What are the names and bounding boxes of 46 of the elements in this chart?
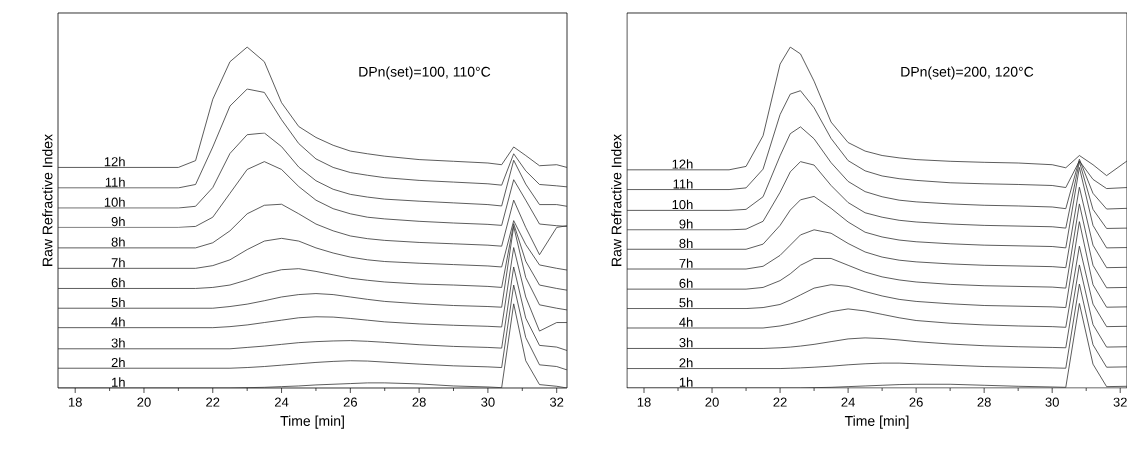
series-label: 8h [679, 238, 693, 249]
series-label: 1h [112, 377, 125, 387]
series-label: 9h [679, 219, 693, 229]
series-label: 2h [111, 357, 125, 368]
series-label: 9h [111, 216, 125, 227]
series-label: 2h [679, 357, 693, 368]
x-axis-title: Time [min] [280, 415, 344, 429]
series-label: 6h [679, 278, 693, 288]
series-label: 12h [104, 156, 125, 167]
series-label: 11h [105, 177, 125, 187]
x-tick-label: 24 [841, 397, 855, 407]
x-tick-label: 22 [773, 397, 787, 407]
y-axis-title: Raw Refractive Index [611, 134, 622, 266]
x-tick-label: 24 [274, 397, 289, 407]
x-tick-label: 18 [68, 397, 82, 407]
series-label: 4h [679, 317, 693, 327]
series-label: 8h [111, 237, 125, 247]
series-label: 4h [111, 317, 125, 327]
x-axis-title: Time [min] [844, 415, 909, 429]
x-tick-label: 26 [909, 397, 923, 407]
series-label: 5h [111, 297, 125, 308]
x-tick-label: 28 [977, 397, 991, 407]
text: DPn(set)=200, 120°C [901, 66, 1034, 80]
y-axis-title: Raw Refractive Index [42, 134, 53, 266]
text: DPn(set)=100, 110°C [359, 66, 491, 80]
series-label: 5h [679, 297, 693, 308]
series-label: 3h [111, 338, 125, 348]
x-tick-label: 30 [481, 397, 495, 407]
x-tick-label: 18 [637, 397, 651, 407]
series-label: 10h [672, 199, 693, 210]
series-label: 11h [673, 178, 693, 189]
x-tick-label: 20 [137, 397, 151, 407]
series-label: 6h [111, 277, 125, 288]
x-tick-label: 26 [343, 397, 357, 407]
series-label: 12h [672, 159, 693, 169]
series-label: 3h [679, 337, 693, 348]
x-tick-label: 32 [549, 397, 564, 407]
series-label: 7h [679, 258, 693, 268]
x-tick-label: 28 [412, 397, 426, 407]
x-tick-label: 32 [1113, 397, 1127, 407]
series-label: 10h [104, 197, 125, 207]
x-tick-label: 30 [1045, 397, 1059, 407]
series-label: 1h [679, 377, 693, 387]
x-tick-label: 20 [705, 397, 719, 407]
series-label: 7h [111, 257, 125, 268]
x-tick-label: 22 [206, 397, 220, 407]
